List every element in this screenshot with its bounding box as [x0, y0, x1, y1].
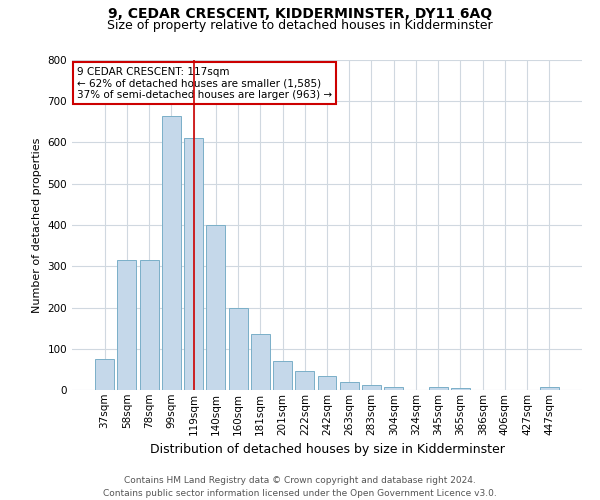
Bar [451, 388, 470, 390]
Bar [429, 386, 448, 390]
Text: 9 CEDAR CRESCENT: 117sqm
← 62% of detached houses are smaller (1,585)
37% of sem: 9 CEDAR CRESCENT: 117sqm ← 62% of detach… [77, 66, 332, 100]
Text: Size of property relative to detached houses in Kidderminster: Size of property relative to detached ho… [107, 19, 493, 32]
Bar [140, 260, 158, 390]
Text: 9, CEDAR CRESCENT, KIDDERMINSTER, DY11 6AQ: 9, CEDAR CRESCENT, KIDDERMINSTER, DY11 6… [108, 8, 492, 22]
Text: Contains HM Land Registry data © Crown copyright and database right 2024.
Contai: Contains HM Land Registry data © Crown c… [103, 476, 497, 498]
Bar [95, 359, 114, 390]
Bar [184, 138, 203, 390]
Bar [295, 372, 314, 390]
Bar [251, 334, 270, 390]
Bar [229, 308, 248, 390]
Bar [118, 260, 136, 390]
Bar [317, 376, 337, 390]
Y-axis label: Number of detached properties: Number of detached properties [32, 138, 42, 312]
Bar [540, 387, 559, 390]
Bar [206, 225, 225, 390]
Bar [273, 361, 292, 390]
Bar [340, 382, 359, 390]
X-axis label: Distribution of detached houses by size in Kidderminster: Distribution of detached houses by size … [149, 443, 505, 456]
Bar [162, 116, 181, 390]
Bar [362, 384, 381, 390]
Bar [384, 386, 403, 390]
